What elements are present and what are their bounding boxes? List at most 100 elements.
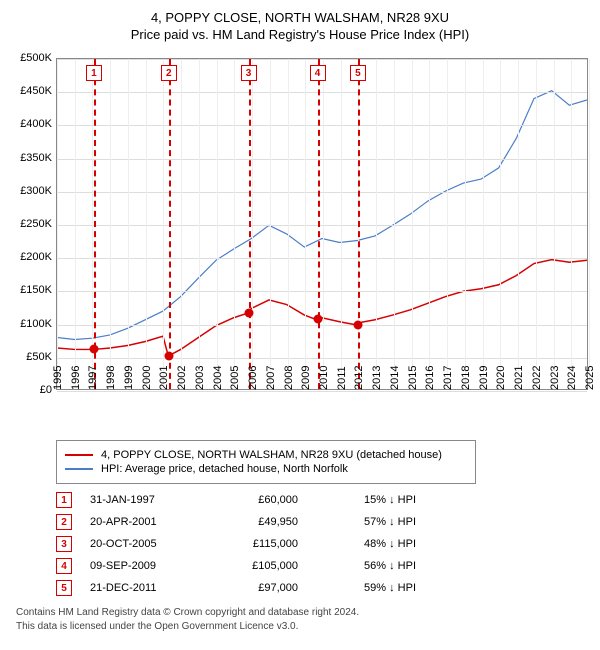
transaction-pct: 59% ↓ HPI <box>316 582 416 594</box>
plot-area: 1 2 3 4 5 <box>56 58 588 390</box>
x-gridline <box>234 59 235 389</box>
x-gridline <box>429 59 430 389</box>
x-gridline <box>589 59 590 389</box>
y-gridline <box>57 391 587 392</box>
legend-label: 4, POPPY CLOSE, NORTH WALSHAM, NR28 9XU … <box>101 449 442 461</box>
x-gridline <box>571 59 572 389</box>
y-gridline <box>57 325 587 326</box>
y-axis-label: £300K <box>8 185 52 197</box>
marker-number-box: 1 <box>86 65 102 81</box>
chart-container: 12345 £0£50K£100K£150K£200K£250K£300K£35… <box>8 50 592 430</box>
transaction-pct: 56% ↓ HPI <box>316 560 416 572</box>
marker-vline <box>249 59 251 389</box>
x-gridline <box>57 59 58 389</box>
y-gridline <box>57 291 587 292</box>
y-gridline <box>57 192 587 193</box>
x-gridline <box>483 59 484 389</box>
y-axis-label: £200K <box>8 251 52 263</box>
marker-vline <box>94 59 96 389</box>
x-gridline <box>554 59 555 389</box>
x-gridline <box>412 59 413 389</box>
legend-swatch <box>65 454 93 456</box>
marker-number-box: 2 <box>161 65 177 81</box>
y-axis-label: £100K <box>8 318 52 330</box>
series-property <box>57 260 587 356</box>
transaction-pct: 15% ↓ HPI <box>316 494 416 506</box>
footer-attribution: Contains HM Land Registry data © Crown c… <box>16 606 592 634</box>
transaction-date: 21-DEC-2011 <box>90 582 200 594</box>
x-gridline <box>465 59 466 389</box>
marker-dot <box>353 320 362 329</box>
legend-box: 4, POPPY CLOSE, NORTH WALSHAM, NR28 9XU … <box>56 440 476 484</box>
y-gridline <box>57 92 587 93</box>
y-gridline <box>57 225 587 226</box>
transaction-index: 3 <box>56 536 72 552</box>
chart-title-subtitle: Price paid vs. HM Land Registry's House … <box>8 27 592 42</box>
line-series-svg <box>57 59 587 389</box>
legend-item: 4, POPPY CLOSE, NORTH WALSHAM, NR28 9XU … <box>65 449 467 461</box>
x-gridline <box>536 59 537 389</box>
legend-label: HPI: Average price, detached house, Nort… <box>101 463 348 475</box>
x-gridline <box>376 59 377 389</box>
marker-number-box: 4 <box>310 65 326 81</box>
marker-dot <box>244 308 253 317</box>
x-gridline <box>110 59 111 389</box>
transaction-index: 2 <box>56 514 72 530</box>
x-gridline <box>146 59 147 389</box>
transaction-date: 20-OCT-2005 <box>90 538 200 550</box>
y-gridline <box>57 258 587 259</box>
y-axis-label: £50K <box>8 351 52 363</box>
transaction-pct: 48% ↓ HPI <box>316 538 416 550</box>
y-gridline <box>57 125 587 126</box>
y-gridline <box>57 59 587 60</box>
x-gridline <box>199 59 200 389</box>
transaction-row: 320-OCT-2005£115,00048% ↓ HPI <box>56 536 592 552</box>
y-axis-label: £500K <box>8 52 52 64</box>
series-hpi <box>57 91 587 340</box>
transaction-price: £97,000 <box>218 582 298 594</box>
x-gridline <box>323 59 324 389</box>
x-gridline <box>128 59 129 389</box>
marker-dot <box>164 351 173 360</box>
x-gridline <box>217 59 218 389</box>
marker-dot <box>89 345 98 354</box>
x-axis-label: 2025 <box>584 366 600 390</box>
x-gridline <box>252 59 253 389</box>
footer-line-1: Contains HM Land Registry data © Crown c… <box>16 606 592 620</box>
transaction-date: 09-SEP-2009 <box>90 560 200 572</box>
marker-number-box: 3 <box>241 65 257 81</box>
x-gridline <box>75 59 76 389</box>
x-gridline <box>447 59 448 389</box>
transaction-row: 5 21-DEC-2011 £97,000 59% ↓ HPI <box>56 580 592 596</box>
y-axis-label: £0 <box>8 384 52 396</box>
x-gridline <box>181 59 182 389</box>
transaction-price: £49,950 <box>218 516 298 528</box>
transaction-index: 5 <box>56 580 72 596</box>
y-axis-label: £350K <box>8 152 52 164</box>
x-gridline <box>341 59 342 389</box>
transactions-table: 131-JAN-1997£60,00015% ↓ HPI220-APR-2001… <box>56 492 592 596</box>
x-gridline <box>270 59 271 389</box>
x-gridline <box>305 59 306 389</box>
x-gridline <box>500 59 501 389</box>
transaction-index: 4 <box>56 558 72 574</box>
x-gridline <box>288 59 289 389</box>
transaction-date: 20-APR-2001 <box>90 516 200 528</box>
marker-vline <box>358 59 360 389</box>
transaction-row: 2 20-APR-2001 £49,950 57% ↓ HPI <box>56 514 592 530</box>
y-axis-label: £450K <box>8 85 52 97</box>
y-axis-label: £400K <box>8 118 52 130</box>
transaction-index: 1 <box>56 492 72 508</box>
transaction-pct: 57% ↓ HPI <box>316 516 416 528</box>
marker-dot <box>313 315 322 324</box>
chart-title-address: 4, POPPY CLOSE, NORTH WALSHAM, NR28 9XU <box>8 10 592 25</box>
marker-vline <box>169 59 171 389</box>
transaction-date: 31-JAN-1997 <box>90 494 200 506</box>
x-gridline <box>163 59 164 389</box>
legend-item: HPI: Average price, detached house, Nort… <box>65 463 467 475</box>
marker-number-box: 5 <box>350 65 366 81</box>
transaction-row: 131-JAN-1997£60,00015% ↓ HPI <box>56 492 592 508</box>
x-gridline <box>518 59 519 389</box>
marker-vline <box>318 59 320 389</box>
footer-line-2: This data is licensed under the Open Gov… <box>16 620 592 634</box>
